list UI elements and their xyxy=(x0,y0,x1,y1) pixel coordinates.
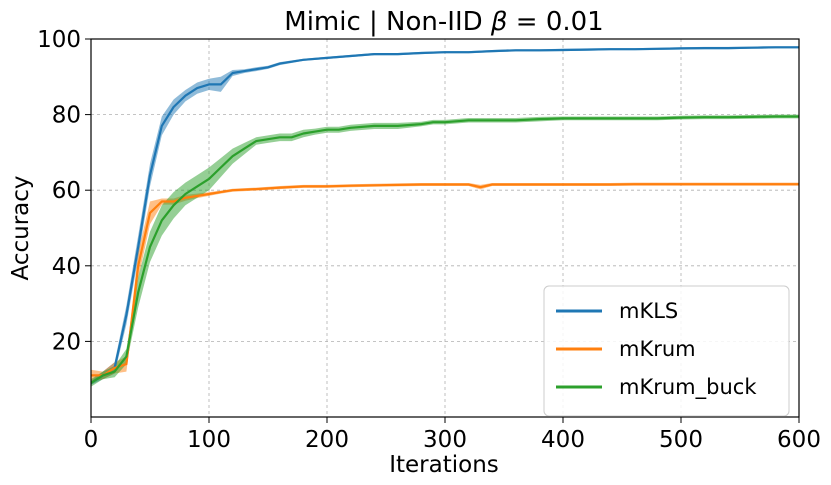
x-tick-label: 600 xyxy=(777,427,821,453)
y-axis-label: Accuracy xyxy=(8,175,34,280)
legend-label: mKrum_buck xyxy=(619,375,757,400)
series-line xyxy=(90,46,799,384)
title-symbol: β xyxy=(490,7,508,37)
x-tick-label: 400 xyxy=(541,427,585,453)
title-suffix: = 0.01 xyxy=(508,7,604,37)
y-tick-label: 20 xyxy=(52,329,81,355)
x-tick-label: 0 xyxy=(84,427,99,453)
y-tick-label: 100 xyxy=(37,27,81,53)
legend-label: mKrum xyxy=(619,337,696,361)
x-tick-label: 300 xyxy=(423,427,467,453)
y-tick-label: 40 xyxy=(52,254,81,280)
title-prefix: Mimic | Non-IID xyxy=(284,7,491,37)
series-line xyxy=(90,115,799,384)
x-tick-label: 100 xyxy=(187,427,231,453)
series-lines xyxy=(90,46,799,384)
x-tick-label: 500 xyxy=(659,427,703,453)
x-tick-label: 200 xyxy=(305,427,349,453)
y-tick-label: 60 xyxy=(52,178,81,204)
series-line xyxy=(91,183,799,377)
y-tick-label: 80 xyxy=(52,103,81,129)
legend: mKLS mKrum mKrum_buck xyxy=(543,285,790,417)
x-axis-label: Iterations xyxy=(389,452,499,478)
legend-label: mKLS xyxy=(619,299,678,323)
axis-ticks: 0 100 200 300 400 500 600 20 40 60 80 100 xyxy=(37,27,821,453)
chart-title: Mimic | Non-IID β = 0.01 xyxy=(284,7,603,37)
legend-box xyxy=(543,285,790,417)
